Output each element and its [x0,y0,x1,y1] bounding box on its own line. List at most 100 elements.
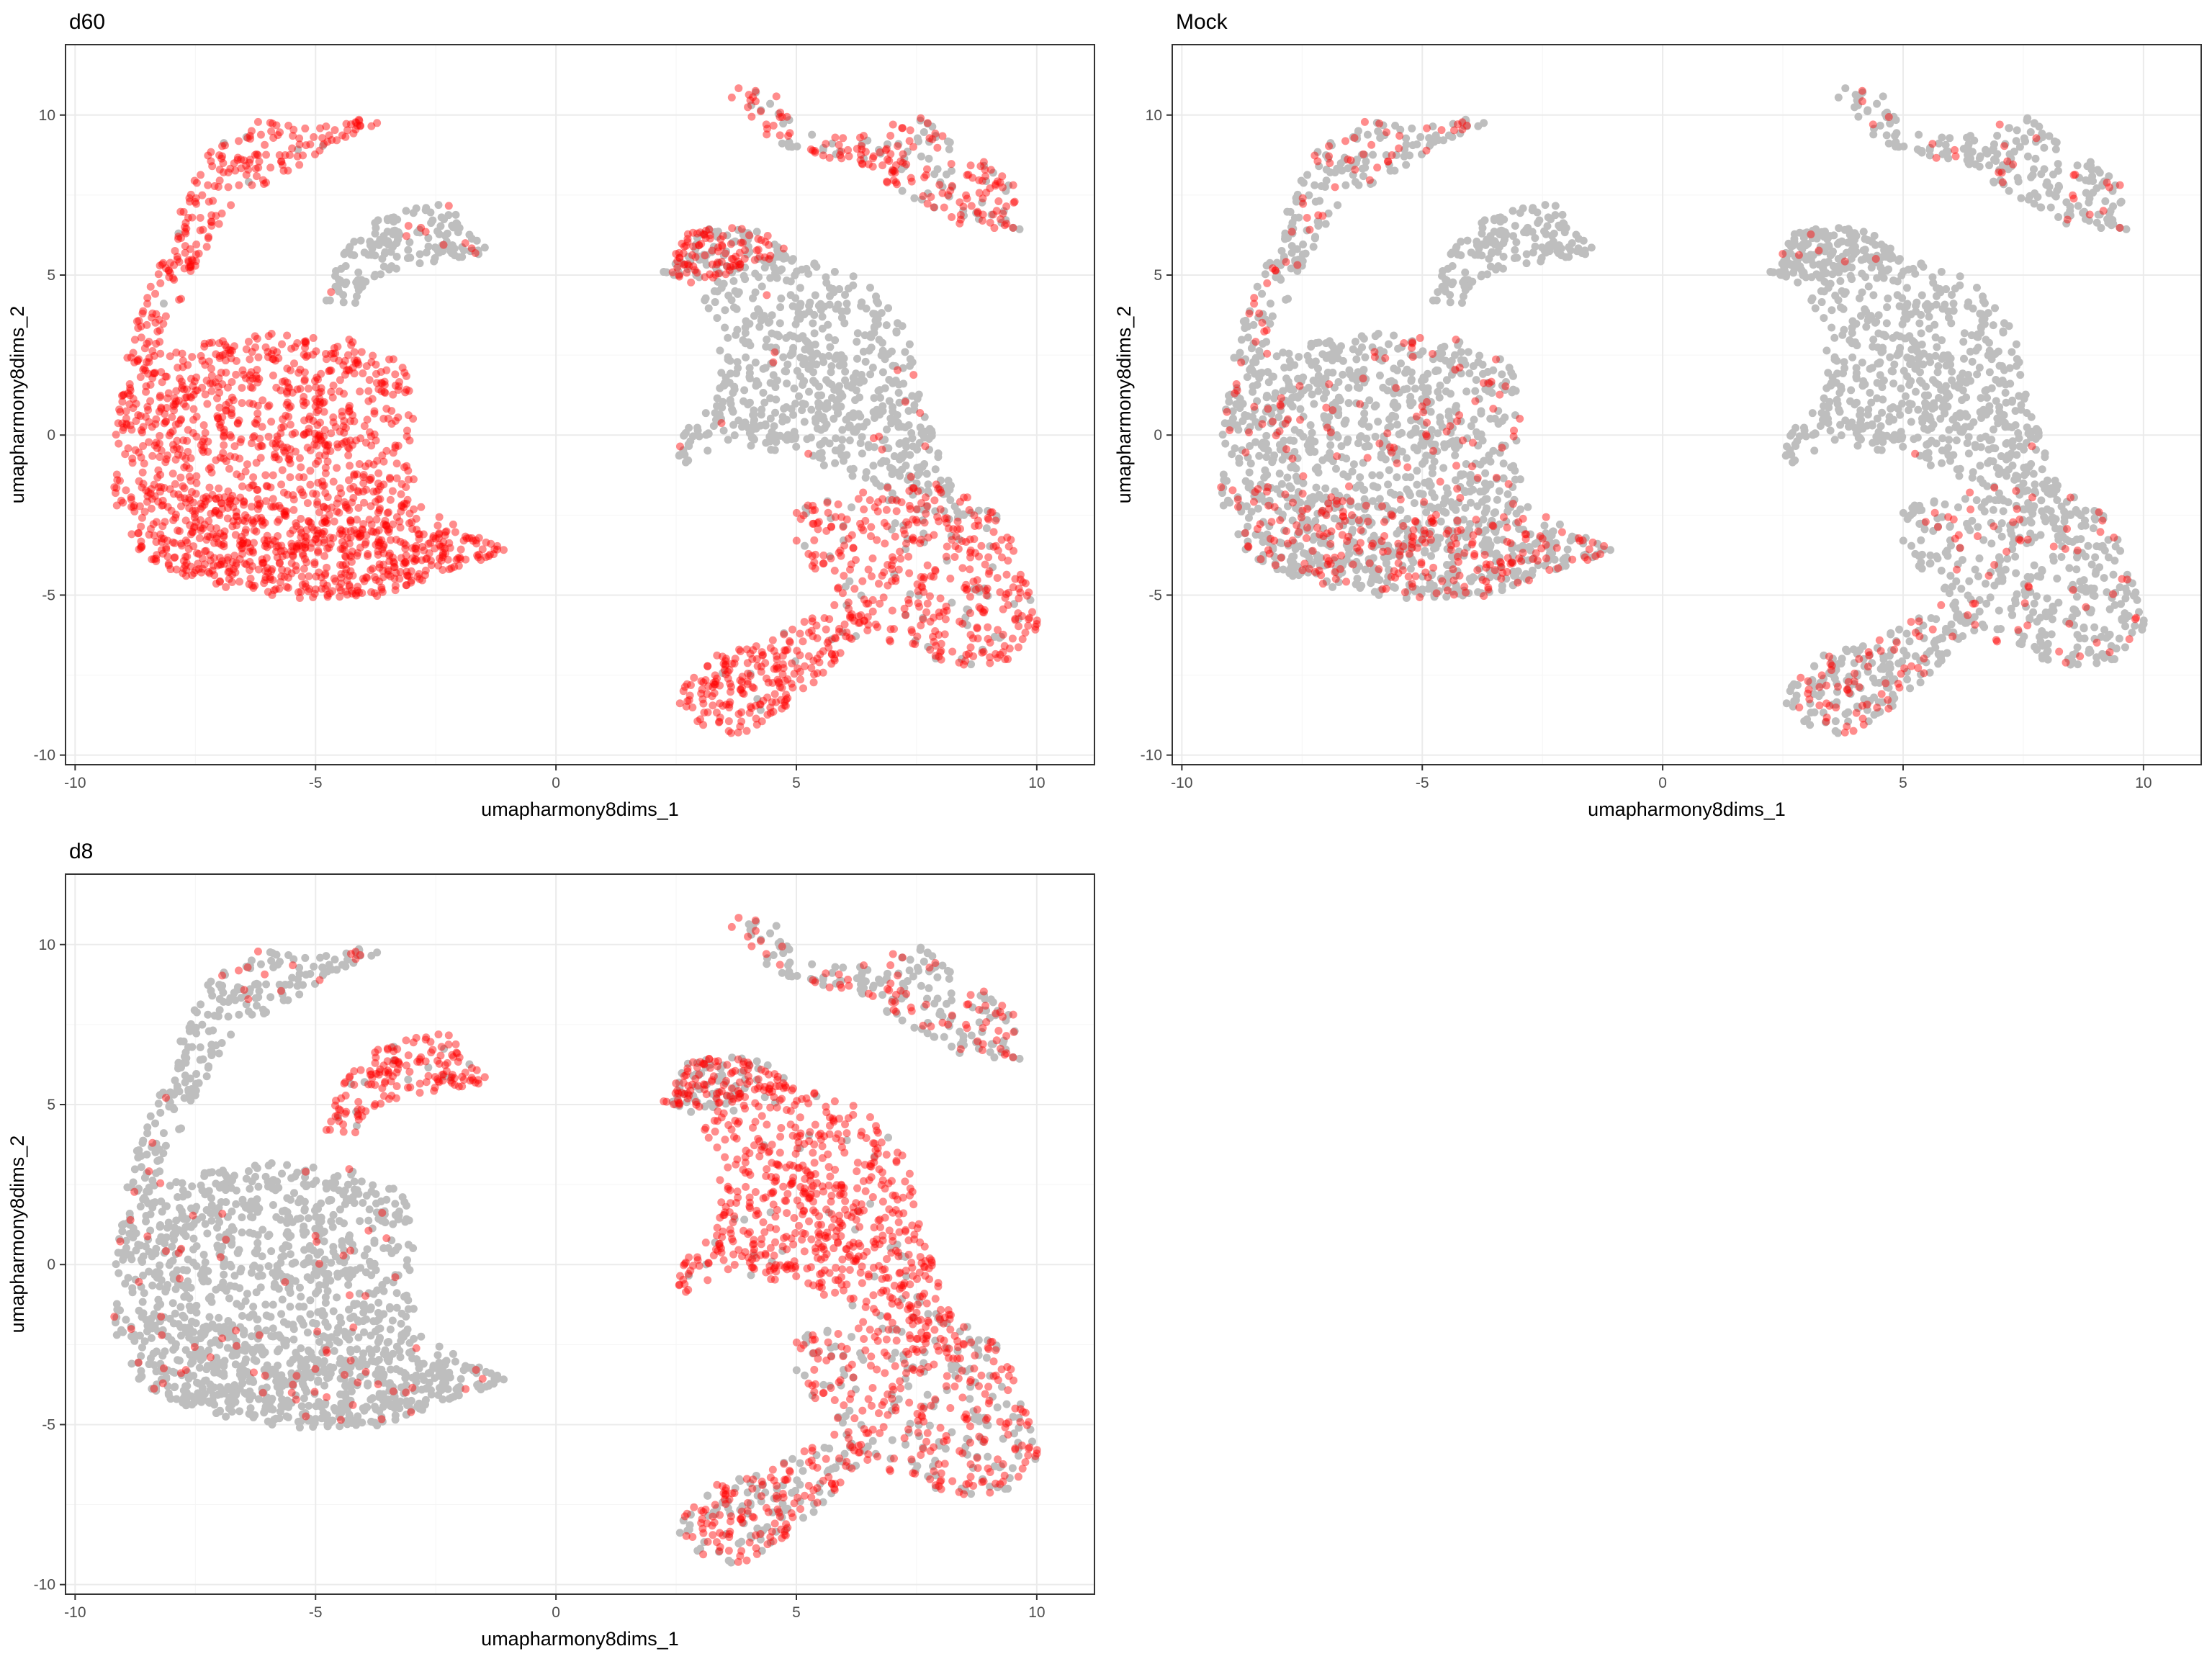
point-unselected [855,423,863,431]
point-unselected [799,399,807,408]
point-unselected [921,427,930,436]
point-highlighted [313,500,321,509]
point-highlighted [340,428,349,437]
point-unselected [747,101,756,109]
point-unselected [741,323,750,332]
point-highlighted [444,202,453,210]
point-highlighted [762,674,770,683]
point-highlighted [250,526,258,534]
point-unselected [1312,483,1321,492]
point-unselected [814,410,823,418]
point-highlighted [846,565,855,574]
point-highlighted [989,210,997,219]
point-highlighted [752,642,760,650]
point-unselected [1344,384,1353,392]
point-unselected [925,138,933,146]
point-highlighted [899,158,907,167]
point-highlighted [860,616,868,625]
point-highlighted [355,117,364,125]
point-unselected [841,583,850,591]
point-highlighted [675,272,683,281]
point-unselected [753,695,762,703]
point-unselected [1306,435,1315,444]
point-highlighted [439,240,448,249]
point-unselected [1340,418,1349,427]
point-highlighted [174,364,182,372]
point-unselected [997,218,1006,227]
point-unselected [1486,415,1495,423]
point-highlighted [143,358,151,367]
point-highlighted [355,460,364,469]
point-highlighted [209,197,217,205]
point-highlighted [848,531,856,539]
point-highlighted [174,419,183,428]
point-unselected [1272,485,1281,493]
point-unselected [891,362,899,371]
point-unselected [1244,483,1253,492]
point-highlighted [402,482,410,491]
point-highlighted [356,387,364,396]
point-highlighted [312,383,320,392]
point-highlighted [224,183,233,192]
point-highlighted [185,464,194,473]
point-highlighted [196,213,204,222]
point-unselected [1551,202,1560,210]
point-highlighted [807,664,816,673]
point-unselected [903,534,912,543]
point-highlighted [713,651,721,660]
point-unselected [1246,459,1255,468]
point-unselected [1434,135,1443,144]
point-unselected [827,368,835,377]
point-highlighted [258,176,267,184]
scatter-points [110,84,1041,737]
point-unselected [1403,485,1411,494]
point-unselected [1553,247,1562,256]
point-highlighted [846,613,855,622]
point-highlighted [252,420,261,428]
point-highlighted [864,565,873,574]
point-highlighted [173,444,181,452]
point-unselected [1466,479,1475,487]
point-unselected [1309,377,1318,385]
point-unselected [1512,509,1521,518]
point-unselected [693,233,701,242]
point-highlighted [737,717,746,726]
point-unselected [960,511,968,519]
point-unselected [967,660,976,669]
point-unselected [1339,470,1348,479]
point-unselected [893,410,902,419]
point-highlighted [198,191,207,199]
point-highlighted [809,678,818,687]
point-highlighted [906,126,914,135]
point-highlighted [247,127,256,135]
point-highlighted [218,142,227,150]
point-highlighted [118,419,127,428]
point-unselected [1578,249,1586,258]
point-highlighted [831,133,840,142]
point-unselected [902,611,910,619]
point-unselected [1408,124,1416,132]
point-highlighted [110,483,119,492]
point-highlighted [403,426,412,435]
point-highlighted [369,351,377,360]
point-unselected [809,319,817,328]
point-highlighted [860,505,868,513]
point-highlighted [902,518,911,526]
point-highlighted [228,377,236,386]
point-unselected [959,207,968,215]
point-highlighted [114,419,122,428]
point-highlighted [364,552,372,560]
point-unselected [722,261,731,270]
point-unselected [724,436,732,444]
point-unselected [351,299,359,307]
point-unselected [975,588,984,596]
point-highlighted [301,343,310,352]
point-highlighted [392,459,401,468]
point-unselected [1555,520,1564,529]
point-unselected [779,353,788,361]
point-highlighted [179,436,188,445]
point-unselected [1418,459,1426,468]
point-unselected [1354,127,1362,135]
point-highlighted [345,407,354,415]
point-unselected [772,331,781,339]
